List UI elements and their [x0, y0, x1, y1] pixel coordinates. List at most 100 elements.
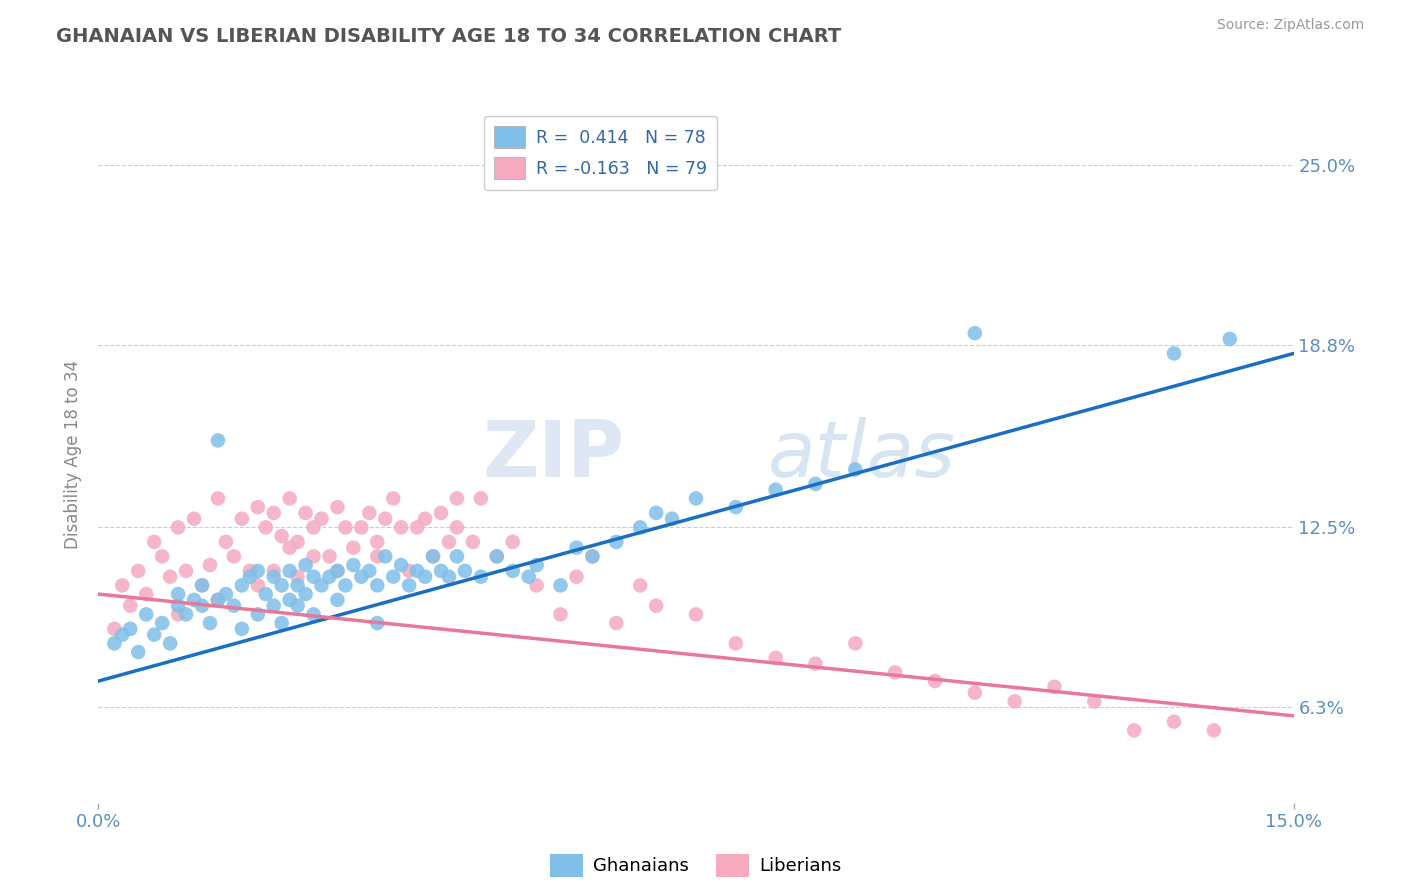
Point [120, 622, 142, 636]
Point [1202, 723, 1225, 738]
Point [366, 549, 388, 564]
Point [550, 607, 572, 622]
Point [174, 564, 197, 578]
Point [398, 564, 420, 578]
Point [422, 549, 444, 564]
Point [454, 564, 477, 578]
Point [254, 587, 277, 601]
Point [191, 578, 214, 592]
Point [191, 578, 214, 592]
Point [502, 534, 524, 549]
Point [1043, 680, 1066, 694]
Point [359, 564, 381, 578]
Point [287, 599, 309, 613]
Point [103, 636, 125, 650]
Point [526, 578, 548, 592]
Point [263, 599, 285, 613]
Point [502, 564, 524, 578]
Point [326, 592, 349, 607]
Point [724, 636, 747, 650]
Point [446, 491, 468, 506]
Point [150, 615, 173, 630]
Point [342, 558, 364, 573]
Point [406, 564, 429, 578]
Point [398, 578, 420, 592]
Point [111, 578, 134, 592]
Point [389, 520, 412, 534]
Point [430, 564, 453, 578]
Point [135, 587, 157, 601]
Point [311, 511, 333, 525]
Text: atlas: atlas [768, 417, 956, 493]
Point [207, 592, 229, 607]
Point [191, 599, 214, 613]
Point [765, 483, 787, 497]
Point [246, 564, 269, 578]
Point [318, 570, 340, 584]
Point [254, 520, 277, 534]
Point [963, 326, 986, 341]
Point [605, 534, 627, 549]
Point [470, 570, 492, 584]
Point [1083, 694, 1105, 708]
Point [278, 491, 301, 506]
Point [231, 578, 253, 592]
Point [581, 549, 603, 564]
Point [359, 506, 381, 520]
Point [350, 570, 373, 584]
Point [143, 628, 166, 642]
Point [413, 511, 436, 525]
Point [270, 615, 292, 630]
Point [278, 564, 301, 578]
Point [207, 592, 229, 607]
Point [382, 491, 405, 506]
Y-axis label: Disability Age 18 to 34: Disability Age 18 to 34 [65, 360, 83, 549]
Point [231, 622, 253, 636]
Point [183, 592, 205, 607]
Point [239, 564, 262, 578]
Point [844, 462, 866, 476]
Point [382, 570, 405, 584]
Point [844, 636, 866, 650]
Text: GHANAIAN VS LIBERIAN DISABILITY AGE 18 TO 34 CORRELATION CHART: GHANAIAN VS LIBERIAN DISABILITY AGE 18 T… [56, 27, 841, 45]
Point [239, 570, 262, 584]
Point [263, 506, 285, 520]
Point [366, 615, 388, 630]
Point [246, 607, 269, 622]
Point [183, 511, 205, 525]
Point [804, 476, 827, 491]
Point [215, 534, 238, 549]
Point [628, 520, 651, 534]
Point [207, 491, 229, 506]
Point [159, 570, 181, 584]
Point [207, 434, 229, 448]
Point [446, 549, 468, 564]
Point [302, 520, 325, 534]
Point [246, 578, 269, 592]
Point [565, 570, 588, 584]
Point [302, 570, 325, 584]
Point [278, 541, 301, 555]
Point [685, 491, 707, 506]
Point [167, 599, 190, 613]
Point [287, 534, 309, 549]
Point [1123, 723, 1146, 738]
Point [127, 645, 149, 659]
Point [374, 549, 396, 564]
Point [270, 578, 292, 592]
Point [685, 607, 707, 622]
Point [326, 564, 349, 578]
Point [342, 541, 364, 555]
Point [263, 564, 285, 578]
Point [1004, 694, 1026, 708]
Text: Source: ZipAtlas.com: Source: ZipAtlas.com [1216, 18, 1364, 32]
Point [302, 549, 325, 564]
Point [167, 607, 190, 622]
Point [461, 534, 484, 549]
Point [198, 558, 221, 573]
Point [263, 570, 285, 584]
Point [103, 622, 125, 636]
Point [565, 541, 588, 555]
Point [1163, 714, 1185, 729]
Point [550, 578, 572, 592]
